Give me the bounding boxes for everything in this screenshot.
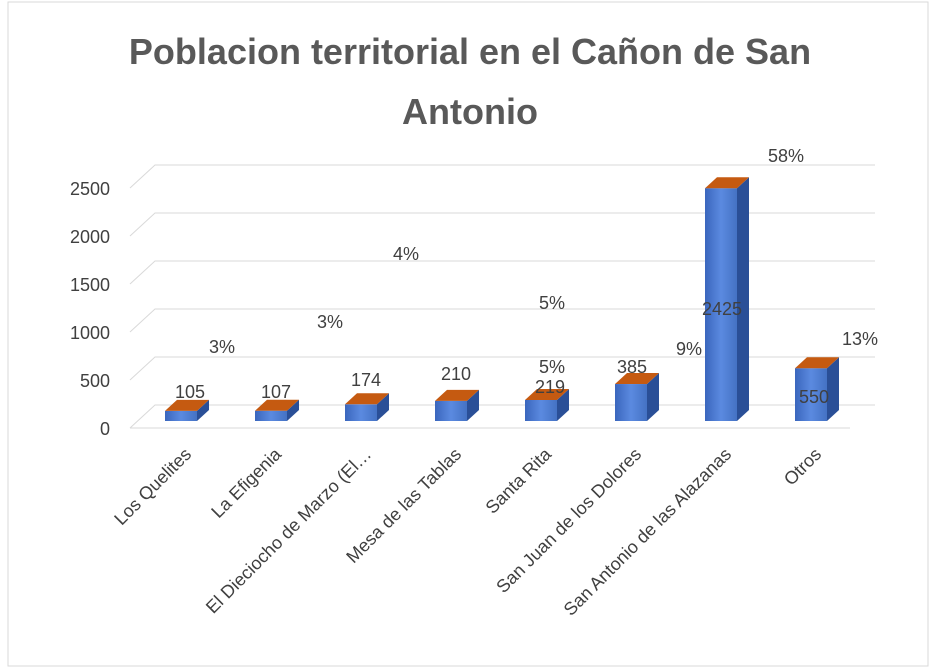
- bar-top: [525, 388, 569, 400]
- grid-line: [129, 404, 875, 429]
- y-tick-label: 2500: [70, 179, 110, 199]
- bar-side: [737, 177, 749, 421]
- bar: [525, 399, 557, 421]
- value-label: 105: [175, 382, 205, 402]
- grid-line: [129, 308, 875, 333]
- value-label: 210: [441, 364, 471, 384]
- chart-title: Poblacion territorial en el Cañon de San…: [128, 31, 812, 132]
- bar-side: [287, 399, 299, 421]
- value-label: 385: [617, 357, 647, 377]
- bar: [165, 410, 197, 421]
- annotation: 5%: [539, 357, 565, 377]
- y-tick-label: 1500: [70, 275, 110, 295]
- bar-side: [827, 357, 839, 421]
- bar-side: [467, 389, 479, 421]
- value-label: 550: [799, 387, 829, 407]
- y-tick-label: 500: [80, 371, 110, 391]
- value-label: 2425: [702, 299, 742, 319]
- bar: [795, 368, 827, 421]
- x-tick-label: Otros: [780, 444, 825, 489]
- bar-side: [197, 399, 209, 421]
- annotation: 13%: [842, 329, 878, 349]
- value-label: 174: [351, 370, 381, 390]
- x-tick-label: El Dieciocho de Marzo (El…: [202, 444, 375, 617]
- bar: [345, 404, 377, 421]
- bar: [705, 188, 737, 421]
- bar-side: [557, 388, 569, 421]
- x-tick-label: Santa Rita: [482, 443, 556, 517]
- x-tick-label: San Antonio de las Alazanas: [560, 444, 735, 619]
- y-tick-label: 1000: [70, 323, 110, 343]
- annotation: 5%: [539, 293, 565, 313]
- bar-top: [615, 373, 659, 385]
- bar-top: [345, 393, 389, 405]
- bar-top: [435, 389, 479, 401]
- value-label: 107: [261, 382, 291, 402]
- chart-border: [7, 1, 929, 667]
- annotation: 4%: [393, 244, 419, 264]
- grid-line: [129, 164, 875, 189]
- x-tick-label: La Efigenia: [207, 443, 286, 522]
- x-tick-label: San Juan de los Dolores: [492, 444, 645, 597]
- bar: [615, 384, 647, 421]
- grid-line: [129, 260, 875, 285]
- bar-side: [377, 393, 389, 421]
- bar-top: [705, 177, 749, 189]
- bar-top: [795, 357, 839, 369]
- bar: [435, 400, 467, 421]
- x-tick-label: Los Quelites: [110, 444, 195, 529]
- grid-line: [129, 356, 875, 381]
- annotation: 3%: [209, 337, 235, 357]
- y-tick-label: 0: [100, 419, 110, 439]
- y-tick-label: 2000: [70, 227, 110, 247]
- annotation: 9%: [676, 339, 702, 359]
- value-label: 219: [535, 377, 565, 397]
- bar-top: [165, 399, 209, 411]
- bar: [255, 410, 287, 421]
- annotation: 58%: [768, 146, 804, 166]
- annotation: 3%: [317, 312, 343, 332]
- bar-side: [647, 373, 659, 421]
- grid-line: [129, 212, 875, 237]
- bar-top: [255, 399, 299, 411]
